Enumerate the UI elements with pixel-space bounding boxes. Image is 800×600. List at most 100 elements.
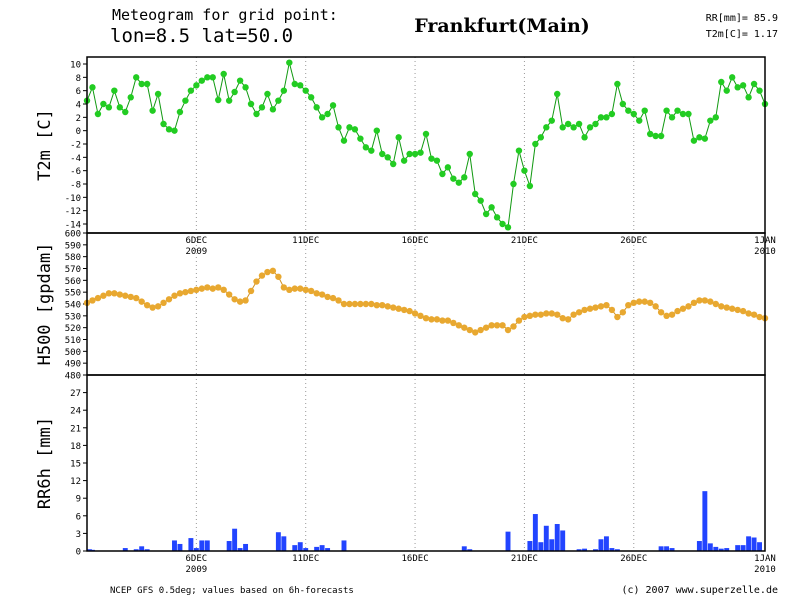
y-tick-label: 590: [65, 241, 81, 251]
point: [395, 305, 402, 312]
point: [597, 114, 605, 121]
point: [510, 323, 517, 330]
point: [636, 117, 643, 124]
point: [187, 287, 195, 295]
point: [100, 100, 107, 108]
point: [204, 74, 211, 81]
point: [143, 301, 151, 309]
point: [94, 294, 102, 302]
point: [275, 97, 282, 104]
point: [313, 290, 320, 297]
y-tick-label: 18: [70, 442, 81, 452]
bar: [467, 549, 473, 551]
point: [264, 90, 271, 98]
bar: [713, 546, 719, 551]
bar: [314, 546, 320, 551]
point: [253, 110, 260, 118]
point: [718, 78, 725, 86]
point: [619, 309, 627, 316]
point: [122, 108, 129, 116]
point: [696, 134, 703, 141]
point: [373, 301, 380, 309]
point: [674, 107, 681, 114]
x-tick-label: 11DEC: [292, 554, 319, 564]
point: [291, 285, 298, 292]
point: [493, 322, 501, 329]
point: [215, 284, 222, 291]
point: [641, 107, 648, 114]
point: [193, 82, 200, 89]
point: [745, 94, 752, 101]
rr-total: RR[mm]= 85.9: [706, 13, 778, 24]
point: [302, 286, 309, 293]
point: [171, 292, 178, 299]
point: [739, 82, 747, 89]
point: [543, 310, 550, 317]
bar: [751, 537, 757, 551]
bar: [144, 549, 150, 551]
y-tick-label: 9: [76, 495, 81, 505]
y-tick-label: 550: [65, 289, 81, 299]
point: [712, 300, 719, 308]
point: [657, 132, 665, 140]
point: [346, 124, 353, 131]
point: [247, 100, 255, 108]
point: [105, 104, 113, 111]
x-tick-sublabel: 2010: [754, 565, 776, 575]
point: [379, 150, 386, 158]
point: [231, 296, 238, 303]
bar: [193, 548, 199, 551]
point: [357, 300, 364, 308]
bar: [461, 546, 467, 551]
bar: [281, 536, 287, 551]
point: [182, 288, 189, 296]
point: [734, 306, 741, 314]
series-line: [86, 270, 766, 333]
point: [701, 135, 709, 142]
point: [165, 126, 173, 133]
point: [554, 311, 561, 318]
point: [444, 164, 452, 171]
bar: [576, 549, 582, 551]
bar: [538, 542, 544, 551]
point: [679, 110, 687, 118]
point: [351, 300, 359, 308]
point: [111, 290, 118, 297]
point: [472, 329, 479, 336]
point: [466, 150, 473, 158]
location: Frankfurt(Main): [414, 15, 590, 37]
point: [636, 298, 643, 305]
point: [597, 303, 605, 310]
bar: [664, 546, 670, 551]
bar: [199, 540, 205, 551]
point: [559, 124, 566, 131]
footer-copyright: (c) 2007 www.superzelle.de: [621, 585, 778, 596]
point: [264, 268, 271, 276]
point: [625, 301, 632, 309]
point: [461, 174, 468, 181]
point: [450, 175, 457, 182]
y-tick-label: 510: [65, 336, 81, 346]
point: [154, 90, 162, 98]
point: [433, 157, 441, 164]
point: [630, 110, 637, 118]
point: [302, 87, 309, 94]
y-tick-label: 27: [70, 389, 81, 399]
point: [679, 305, 687, 312]
point: [242, 297, 249, 304]
point: [739, 307, 747, 315]
point: [646, 130, 654, 138]
point: [253, 278, 260, 285]
x-tick-label: 1JAN: [754, 554, 776, 564]
bar: [724, 548, 730, 551]
point: [510, 180, 517, 188]
point: [548, 117, 555, 124]
bar: [341, 540, 347, 551]
point: [384, 303, 391, 310]
point: [750, 311, 758, 318]
point: [537, 311, 545, 318]
y-tick-label: 0: [76, 127, 81, 137]
bar: [702, 491, 708, 551]
point: [674, 307, 681, 315]
bar: [598, 539, 604, 551]
